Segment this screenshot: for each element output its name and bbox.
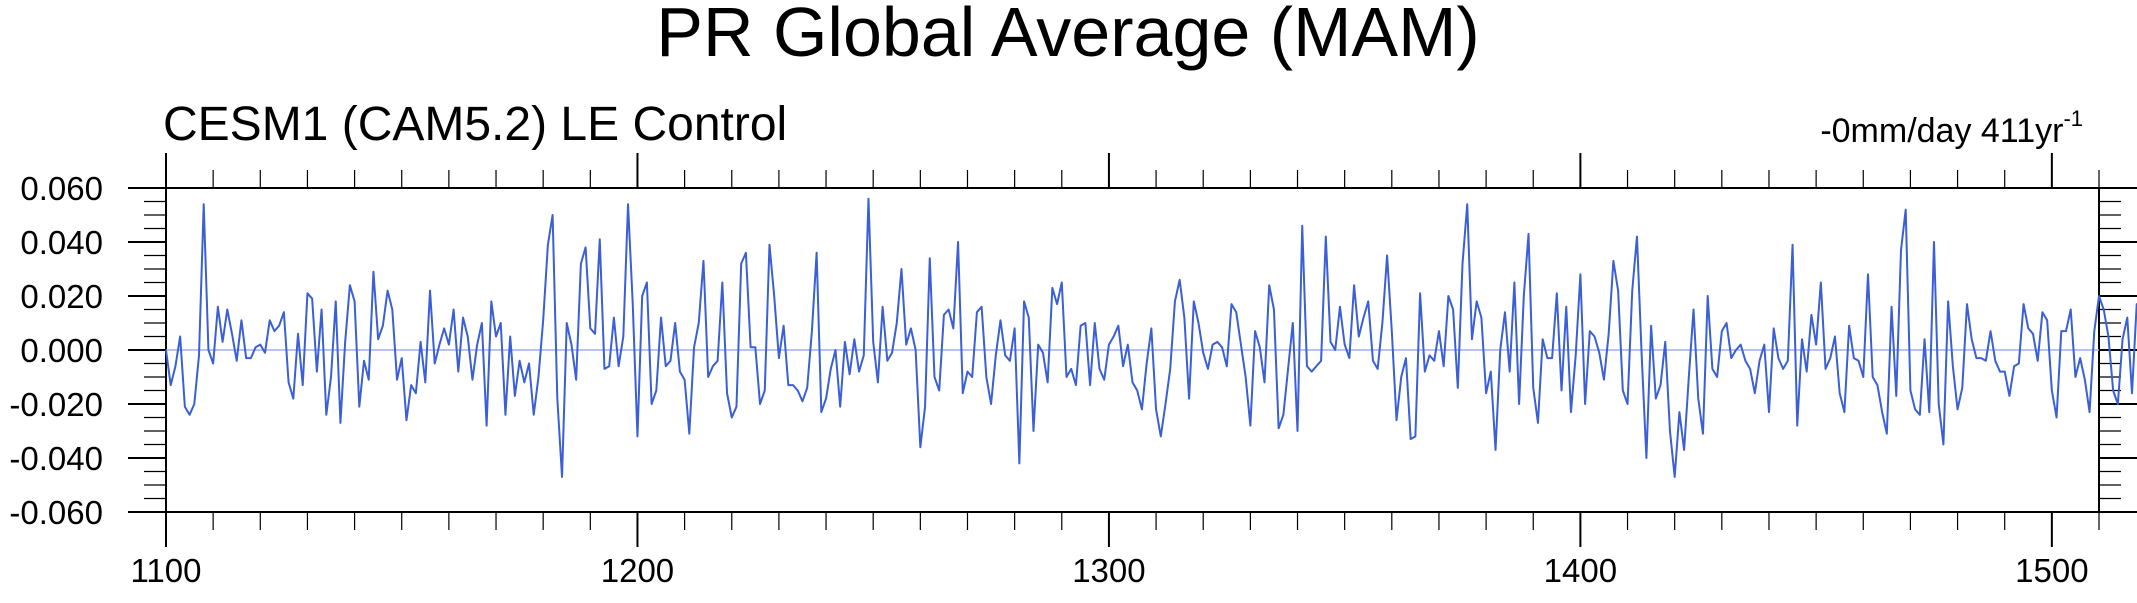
y-tick-label: 0.040 <box>20 224 103 261</box>
y-tick-label: 0.020 <box>20 278 103 315</box>
chart-subtitle: CESM1 (CAM5.2) LE Control <box>163 98 787 151</box>
y-tick-label: -0.040 <box>9 440 103 477</box>
chart-title: PR Global Average (MAM) <box>656 0 1479 71</box>
x-tick-label: 1200 <box>601 552 674 589</box>
plot-axes: 1100 1200 1300 1400 1500 -0.060 -0.040 -0.020 0.… <box>9 153 2137 589</box>
x-tick-label: 1400 <box>1544 552 1617 589</box>
series-line <box>165 197 2137 478</box>
x-tick-label: 1500 <box>2015 552 2088 589</box>
data-series <box>165 197 2137 478</box>
trend-exponent: -1 <box>2063 106 2083 131</box>
y-tick-label: 0.000 <box>20 332 103 369</box>
trend-value: -0mm/day 411yr <box>1820 112 2063 150</box>
y-tick-label: 0.060 <box>20 170 103 207</box>
trend-annotation: -0mm/day 411yr-1 <box>1820 106 2083 150</box>
y-tick-label: -0.060 <box>9 494 103 531</box>
x-tick-label: 1100 <box>131 552 202 589</box>
y-tick-label: -0.020 <box>9 386 103 423</box>
x-tick-label: 1300 <box>1072 552 1145 589</box>
